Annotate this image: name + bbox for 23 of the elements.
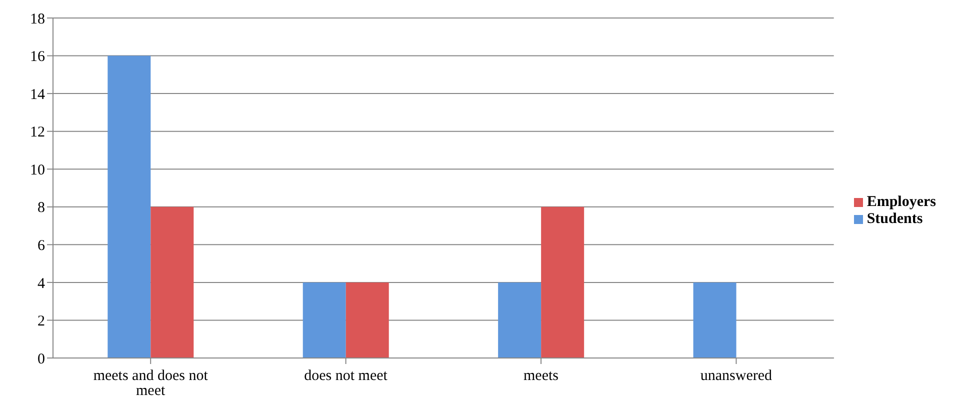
bar [498,282,542,358]
bar [346,282,389,358]
bar [108,56,151,358]
y-tick-label: 0 [38,351,45,368]
y-tick-label: 10 [30,162,45,178]
bar [541,206,584,358]
x-tick-label: does not meet [304,368,388,384]
y-tick-label: 18 [30,11,45,28]
y-tick-label: 6 [38,238,46,254]
bar [693,282,736,358]
y-tick-label: 2 [38,314,45,330]
x-tick-label: unanswered [700,368,773,384]
legend-label: Students [866,210,923,226]
x-tick-label: meets [524,368,559,384]
legend-label: Employers [866,194,936,210]
bar [150,206,194,358]
x-tick-label: meets and does not meet [93,368,209,399]
bar [302,282,346,358]
y-tick-label: 8 [38,200,45,216]
y-tick-label: 16 [30,49,46,66]
y-tick-label: 14 [30,86,46,103]
y-tick-label: 4 [38,276,46,292]
y-tick-label: 12 [30,124,45,141]
